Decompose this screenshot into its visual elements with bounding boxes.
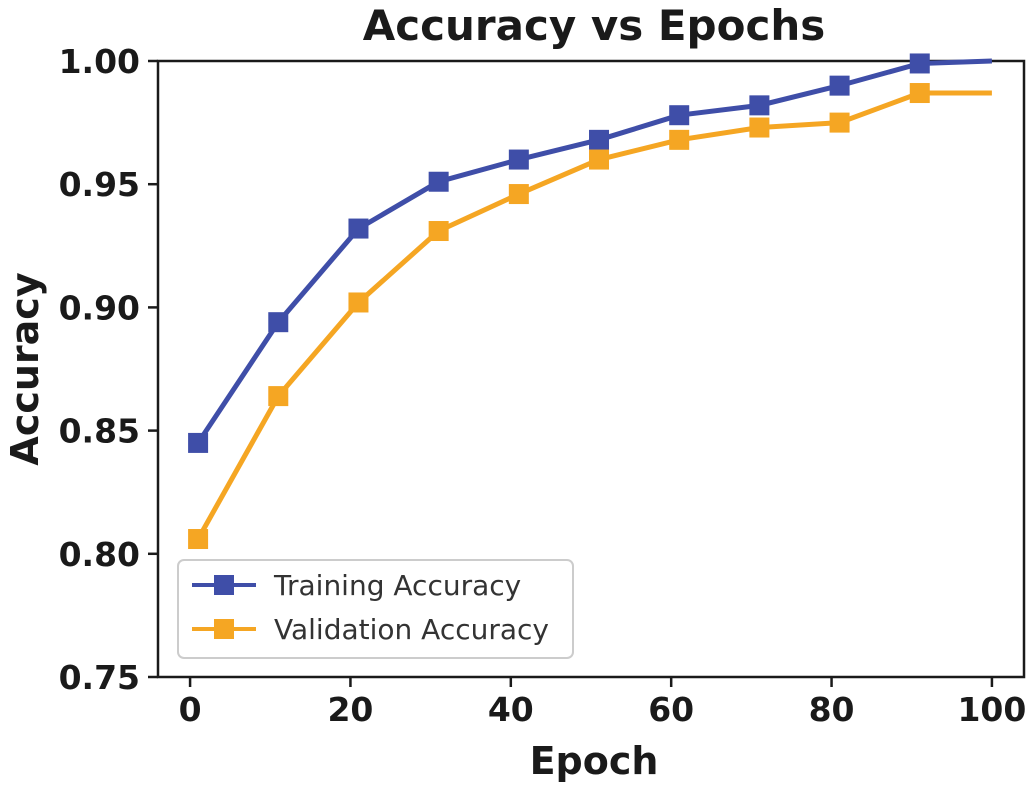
- data-point-validation-accuracy: [829, 112, 850, 133]
- data-point-validation-accuracy: [669, 129, 690, 150]
- data-point-validation-accuracy: [508, 184, 529, 205]
- y-axis-label: Accuracy: [3, 272, 47, 465]
- y-tick-label: 0.85: [59, 412, 140, 451]
- x-tick-label: 60: [648, 690, 694, 729]
- data-point-training-accuracy: [589, 129, 610, 150]
- legend: Training Accuracy Validation Accuracy: [177, 559, 574, 659]
- data-point-validation-accuracy: [428, 221, 449, 242]
- data-point-training-accuracy: [188, 432, 209, 453]
- y-tick-label: 0.80: [59, 535, 140, 574]
- series-line-training-accuracy: [196, 58, 992, 445]
- legend-label-validation: Validation Accuracy: [274, 613, 549, 646]
- y-tick-label: 0.95: [59, 165, 140, 204]
- data-point-validation-accuracy: [909, 83, 930, 104]
- legend-swatch-marker-training: [214, 575, 234, 595]
- x-tick-label: 40: [488, 690, 534, 729]
- data-point-validation-accuracy: [589, 149, 610, 170]
- data-point-validation-accuracy: [188, 529, 209, 550]
- x-axis-label: Epoch: [530, 739, 659, 783]
- plot-area-frame: [156, 59, 1026, 679]
- series-validation-accuracy: [188, 83, 992, 550]
- data-point-validation-accuracy: [749, 117, 770, 138]
- chart-title: Accuracy vs Epochs: [363, 1, 826, 50]
- legend-label-training: Training Accuracy: [273, 569, 521, 602]
- data-point-validation-accuracy: [268, 386, 289, 407]
- data-point-validation-accuracy: [348, 292, 369, 313]
- data-point-training-accuracy: [669, 105, 690, 126]
- data-point-training-accuracy: [508, 149, 529, 170]
- data-point-training-accuracy: [268, 312, 289, 333]
- legend-frame: [177, 559, 574, 659]
- y-tick-label: 1.00: [59, 42, 140, 81]
- data-point-training-accuracy: [829, 75, 850, 96]
- y-tick-label: 0.90: [59, 288, 140, 327]
- data-point-training-accuracy: [909, 53, 930, 74]
- series-training-accuracy: [188, 53, 992, 453]
- data-point-training-accuracy: [749, 95, 770, 116]
- legend-swatch-marker-validation: [214, 619, 234, 639]
- axis-ticks: 0 20 40 60 80 100 0.75 0.80 0.85 0.90 0.95 1.00: [59, 42, 1027, 729]
- data-point-training-accuracy: [348, 218, 369, 239]
- y-tick-label: 0.75: [59, 658, 140, 697]
- series-layer: [188, 53, 992, 550]
- x-tick-label: 0: [179, 690, 202, 729]
- x-tick-label: 80: [809, 690, 855, 729]
- data-point-training-accuracy: [428, 171, 449, 192]
- x-tick-label: 100: [957, 690, 1026, 729]
- x-tick-label: 20: [327, 690, 373, 729]
